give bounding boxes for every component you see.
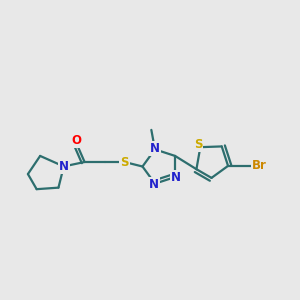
Text: S: S	[120, 155, 129, 169]
Text: N: N	[149, 178, 159, 191]
Text: Br: Br	[252, 159, 267, 172]
Text: S: S	[194, 138, 202, 151]
Text: N: N	[59, 160, 69, 173]
Text: N: N	[171, 171, 181, 184]
Text: N: N	[150, 142, 160, 155]
Text: O: O	[71, 134, 81, 148]
